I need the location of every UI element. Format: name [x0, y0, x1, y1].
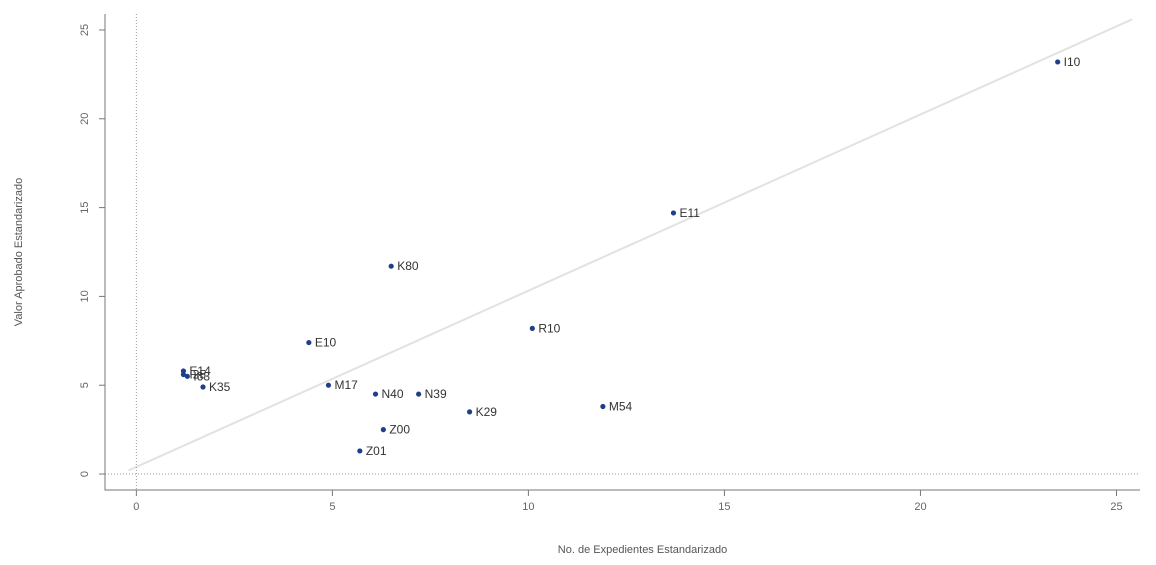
y-tick-label: 15 — [79, 201, 91, 213]
data-point-e11 — [670, 210, 677, 216]
data-point-r10 — [529, 325, 535, 331]
data-point-e14 — [180, 368, 187, 374]
x-tick-label: 5 — [329, 501, 335, 513]
data-point-i10 — [1055, 59, 1061, 65]
x-tick-label: 0 — [133, 501, 139, 513]
y-tick-label: 0 — [79, 471, 91, 477]
data-point-k35 — [200, 384, 206, 390]
data-point-z00 — [380, 427, 386, 433]
point-label-n40: N40 — [382, 387, 404, 401]
point-label-z01: Z01 — [366, 444, 387, 458]
point-label-i63: I63 — [193, 369, 210, 383]
point-label-e11: E11 — [679, 206, 700, 220]
data-point-e10 — [306, 339, 312, 346]
point-label-z00: Z00 — [389, 423, 410, 437]
y-tick-label: 20 — [79, 113, 91, 125]
point-label-k29: K29 — [476, 405, 498, 419]
x-tick-label: 10 — [522, 501, 534, 513]
x-tick-label: 25 — [1110, 501, 1122, 513]
point-label-e14: E14 — [189, 364, 211, 378]
x-tick-label: 20 — [914, 501, 926, 513]
y-tick-label: 10 — [79, 290, 91, 302]
point-label-k35: K35 — [209, 380, 231, 394]
point-label-m54: M54 — [609, 400, 633, 414]
x-axis-title: No. de Expedientes Estandarizado — [558, 544, 727, 556]
point-label-n39: N39 — [425, 387, 447, 401]
data-point-n39 — [416, 391, 422, 397]
point-label-i25: I25 — [189, 368, 206, 382]
y-tick-label: 5 — [79, 382, 91, 388]
plot-axes — [104, 14, 1140, 491]
trend-line — [128, 18, 1133, 472]
data-point-i25 — [180, 371, 187, 378]
point-label-r10: R10 — [538, 321, 560, 335]
data-point-n40 — [372, 391, 379, 397]
x-tick-label: 15 — [718, 501, 730, 513]
point-label-i10: I10 — [1064, 55, 1081, 69]
point-label-m17: M17 — [334, 378, 358, 392]
data-point-i63 — [184, 373, 190, 379]
data-point-z01 — [357, 448, 363, 454]
y-axis-title: Valor Aprobado Estandarizado — [13, 178, 25, 326]
data-point-m17 — [325, 382, 332, 388]
data-point-k80 — [388, 263, 394, 269]
y-tick-label: 25 — [79, 24, 91, 36]
data-point-m54 — [600, 403, 606, 410]
point-label-e10: E10 — [315, 336, 337, 350]
point-label-k80: K80 — [397, 259, 419, 273]
data-point-k29 — [467, 409, 473, 415]
